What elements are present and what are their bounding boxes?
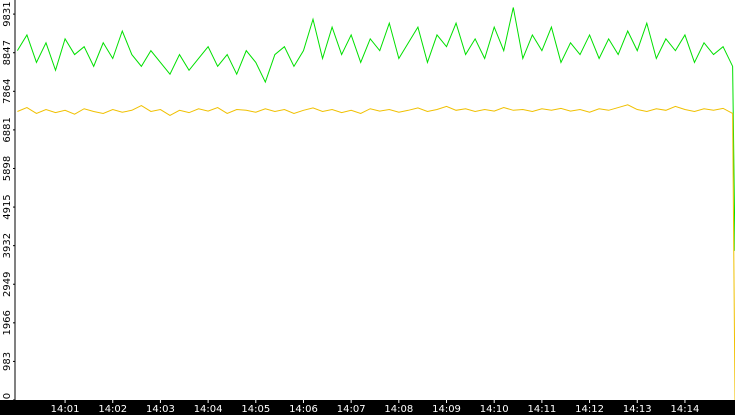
y-tick-label: 9831 — [2, 1, 13, 26]
x-tick-label: 14:08 — [384, 404, 413, 415]
x-tick-label: 14:05 — [241, 404, 270, 415]
y-tick-label: 0 — [2, 393, 13, 399]
x-tick-label: 14:14 — [671, 404, 700, 415]
x-tick-label: 14:11 — [527, 404, 556, 415]
x-tick-label: 14:06 — [289, 404, 318, 415]
x-tick-label: 14:01 — [51, 404, 80, 415]
x-tick-label: 14:12 — [575, 404, 604, 415]
series-line — [17, 104, 735, 401]
y-tick-label: 5898 — [2, 156, 13, 181]
x-tick-label: 14:03 — [146, 404, 175, 415]
series-line — [16, 7, 735, 251]
y-tick-label: 8847 — [2, 40, 13, 65]
y-tick-label: 983 — [2, 352, 13, 371]
x-tick-label: 14:09 — [432, 404, 461, 415]
x-tick-label: 14:10 — [480, 404, 509, 415]
x-tick-label: 14:04 — [194, 404, 223, 415]
y-tick-label: 3932 — [2, 233, 13, 258]
y-tick-label: 7864 — [2, 79, 13, 104]
x-tick-label: 14:07 — [337, 404, 366, 415]
x-tick-label: 14:13 — [623, 404, 652, 415]
x-tick-label: 14:02 — [98, 404, 127, 415]
x-axis-bar — [0, 400, 735, 415]
y-tick-label: 4915 — [2, 194, 13, 219]
y-tick-label: 2949 — [2, 272, 13, 297]
y-tick-label: 1966 — [2, 310, 13, 335]
y-tick-label: 6881 — [2, 117, 13, 142]
